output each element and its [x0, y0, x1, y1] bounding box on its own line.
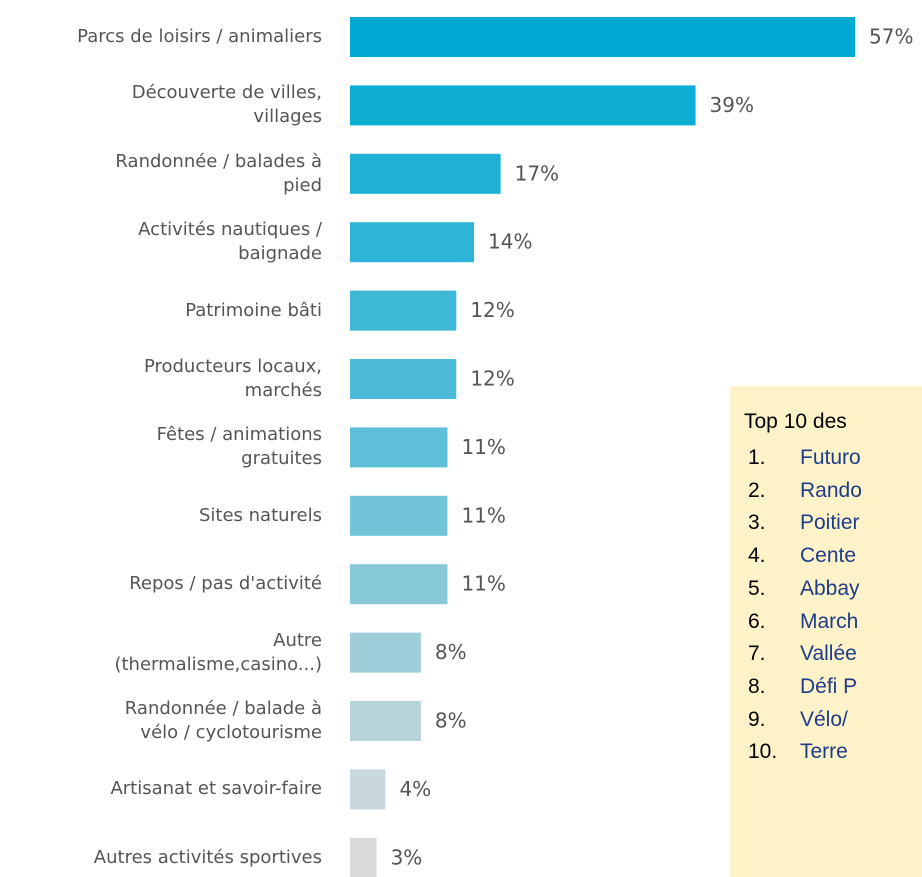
category-label: Repos / pas d'activité [129, 573, 322, 595]
value-label: 12% [470, 367, 514, 391]
value-label: 8% [435, 640, 467, 664]
value-label: 57% [869, 25, 913, 49]
bar [350, 632, 421, 673]
category-label: Randonnée / balade à vélo / cyclotourism… [124, 698, 322, 743]
item-number: 7. [748, 642, 766, 666]
bar [350, 495, 448, 536]
value-label: 11% [461, 503, 505, 527]
value-label: 14% [488, 230, 532, 254]
item-text: Futuro [800, 446, 861, 469]
value-label: 8% [435, 709, 467, 733]
bar [350, 290, 457, 331]
box-item: 1. Futuro [748, 446, 861, 470]
bar [350, 85, 696, 126]
top-10-box: Top 10 des 1. Futuro 2. Rando 3. Poitier 4. Cen… [730, 386, 922, 877]
bar [350, 769, 386, 810]
bar [350, 222, 475, 263]
box-item: 3. Poitier [748, 511, 860, 535]
value-label: 17% [515, 161, 559, 185]
item-text: Vallée [800, 642, 857, 666]
category-label: Fêtes / animations gratuites [156, 424, 322, 470]
bar [350, 427, 448, 468]
value-label: 3% [391, 845, 423, 869]
box-item: 6. March [748, 610, 858, 634]
value-label: 4% [399, 777, 431, 801]
item-text: Terre [800, 740, 848, 764]
item-number: 8. [748, 674, 766, 698]
bar [350, 359, 457, 399]
bar [350, 564, 448, 605]
item-text: Abbay [800, 576, 860, 600]
category-label: Activités nautiques / baignade [138, 219, 322, 265]
bar [350, 17, 856, 57]
box-title: Top 10 des [744, 410, 847, 433]
item-number: 9. [748, 707, 766, 731]
bar [350, 153, 501, 194]
item-text: Cente [800, 544, 857, 568]
category-label: Producteurs locaux, marchés [143, 356, 322, 401]
value-label: 11% [461, 572, 505, 596]
category-label: Autres activités sportives [93, 846, 322, 868]
bar [350, 701, 421, 741]
value-label: 39% [710, 93, 754, 117]
item-number: 4. [748, 544, 766, 568]
category-label: Parcs de loisirs / animaliers [77, 26, 322, 47]
item-text: March [800, 609, 859, 633]
item-number: 1. [748, 446, 766, 469]
item-number: 3. [748, 511, 766, 535]
item-number: 2. [748, 478, 766, 502]
category-label: Randonnée / balades à pied [115, 150, 322, 196]
category-label: Patrimoine bâti [185, 299, 322, 321]
value-label: 11% [461, 435, 505, 459]
box-item: 8. Défi P [748, 675, 857, 699]
box-item: 5. Abbay [748, 577, 860, 601]
item-text: Vélo/ [800, 707, 848, 731]
item-text: Poitier [800, 511, 860, 535]
item-number: 10. [748, 740, 778, 764]
item-number: 5. [748, 576, 766, 600]
item-text: Défi P [800, 674, 858, 698]
box-item: 9. Vélo/ [748, 708, 848, 732]
box-item: 4. Cente [748, 544, 856, 568]
category-label: Artisanat et savoir-faire [110, 778, 322, 800]
box-item: 10. Terre [748, 740, 848, 764]
category-label: Découverte de villes, villages [131, 82, 322, 128]
box-item: 7. Vallée [748, 642, 857, 666]
category-label: Sites naturels [198, 504, 322, 526]
category-label: Autre (thermalisme,casino...) [114, 629, 322, 675]
item-number: 6. [748, 609, 766, 633]
item-text: Rando [800, 478, 862, 502]
bar [350, 837, 377, 877]
value-label: 12% [470, 298, 514, 322]
box-item: 2. Rando [748, 479, 862, 503]
